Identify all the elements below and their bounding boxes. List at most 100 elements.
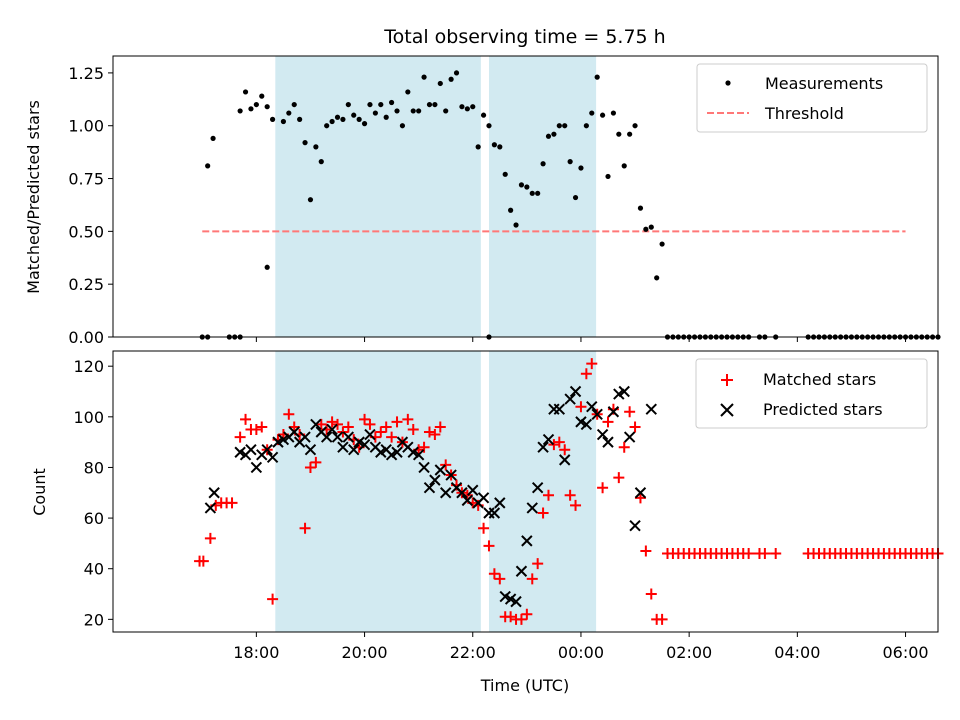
x-tick-label: 22:00 (450, 643, 496, 662)
measurement-point (394, 108, 400, 114)
measurement-point (459, 104, 465, 110)
matched-star-point (645, 588, 657, 600)
predicted-star-point (320, 431, 333, 443)
matched-star-point (640, 545, 652, 557)
bottom-x-axis: 18:00 20:00 22:00 00:00 02:00 04:00 06:00 (233, 632, 929, 662)
measurement-point (605, 173, 611, 180)
x-tick-label: 20:00 (342, 643, 388, 662)
measurement-point (302, 140, 308, 146)
matched-star-point (575, 401, 587, 413)
predicted-star-point (461, 494, 474, 507)
predicted-star-point (342, 431, 355, 443)
x-tick-label: 00:00 (558, 643, 604, 662)
matched-star-point (310, 456, 322, 468)
top-y-axis: 0.00 0.25 0.50 0.75 1.00 1.25 (68, 64, 113, 347)
bottom-y-axis: 20 40 60 80 100 120 (73, 357, 113, 629)
measurement-point (205, 163, 211, 169)
measurement-point (470, 104, 476, 110)
chart-title: Total observing time = 5.75 h (383, 26, 665, 48)
matched-star-point (326, 416, 338, 428)
measurement-point (475, 144, 481, 150)
measurement-point (648, 224, 654, 230)
top-y-tick-label: 0.25 (68, 275, 104, 294)
matched-star-point (553, 436, 565, 448)
measurement-point (599, 112, 606, 118)
matched-star-point (532, 558, 544, 570)
measurement-point (280, 118, 287, 125)
predicted-star-point (515, 565, 528, 577)
matched-star-point (375, 426, 387, 438)
measurement-point (616, 131, 622, 137)
measurement-point (405, 89, 411, 95)
measurement-point (210, 135, 216, 141)
matched-star-point (505, 611, 517, 623)
x-tick-label: 02:00 (666, 643, 712, 662)
predicted-star-point (580, 418, 593, 431)
measurement-point (621, 163, 627, 169)
measurement-point (589, 110, 595, 116)
predicted-star-point (586, 400, 598, 413)
measurement-point (416, 108, 422, 114)
measurement-point (372, 110, 378, 116)
matched-star-point (548, 439, 560, 451)
top-y-tick-label: 0.75 (68, 170, 104, 189)
measurement-point (307, 197, 314, 203)
predicted-star-point (564, 393, 576, 405)
bottom-y-tick-label: 20 (84, 610, 104, 629)
measurement-point (410, 108, 416, 114)
predicted-star-point (618, 385, 630, 398)
measurement-point (345, 101, 351, 108)
predicted-star-point (559, 454, 571, 466)
bottom-y-tick-label: 100 (73, 408, 104, 427)
predicted-star-point (591, 408, 603, 420)
predicted-star-point (488, 507, 501, 519)
bottom-axes-frame (112, 350, 939, 633)
bottom-y-tick-label: 80 (84, 458, 104, 477)
predicted-star-point (456, 487, 468, 499)
matched-star-point (364, 418, 376, 430)
predicted-star-point (310, 418, 322, 431)
predicted-star-point (531, 481, 544, 494)
predicted-star-point (299, 431, 311, 443)
legend-threshold-label: Threshold (764, 104, 844, 123)
matched-star-point (391, 416, 403, 428)
predicted-star-point (521, 535, 533, 547)
predicted-star-point (250, 461, 263, 474)
measurement-point (518, 182, 525, 188)
matched-star-point (483, 540, 495, 552)
bottom-y-axis-label: Count (30, 468, 49, 516)
matched-star-point (407, 423, 419, 435)
predicted-star-point (445, 469, 457, 481)
predicted-star-point (391, 446, 403, 458)
predicted-star-point (439, 487, 452, 499)
matched-star-point (602, 416, 614, 428)
matched-star-point (537, 507, 549, 519)
predicted-star-point (266, 451, 279, 464)
top-shaded-interval (275, 56, 481, 337)
predicted-star-point (623, 431, 636, 443)
measurement-point (432, 101, 438, 108)
measurement-point (318, 159, 324, 165)
matched-star-point (564, 489, 576, 501)
predicted-star-point (537, 441, 549, 453)
top-legend-box (696, 63, 928, 133)
matched-star-point (521, 608, 533, 620)
matched-star-point (197, 555, 209, 567)
matched-star-point (624, 406, 636, 418)
matched-star-point (440, 459, 452, 471)
measurement-point (486, 123, 492, 129)
predicted-star-point (423, 481, 436, 494)
matched-star-point (580, 368, 592, 380)
predicted-star-point (434, 464, 447, 476)
matched-star-point (488, 568, 500, 580)
measurement-point (562, 123, 568, 129)
measurement-point (524, 184, 530, 190)
matched-star-point (380, 421, 392, 433)
matched-star-point (283, 408, 295, 420)
predicted-star-point (526, 502, 538, 514)
measurement-point (286, 110, 292, 116)
matched-star-point (586, 358, 598, 370)
measurement-point (578, 165, 584, 171)
measurement-point (237, 108, 243, 114)
